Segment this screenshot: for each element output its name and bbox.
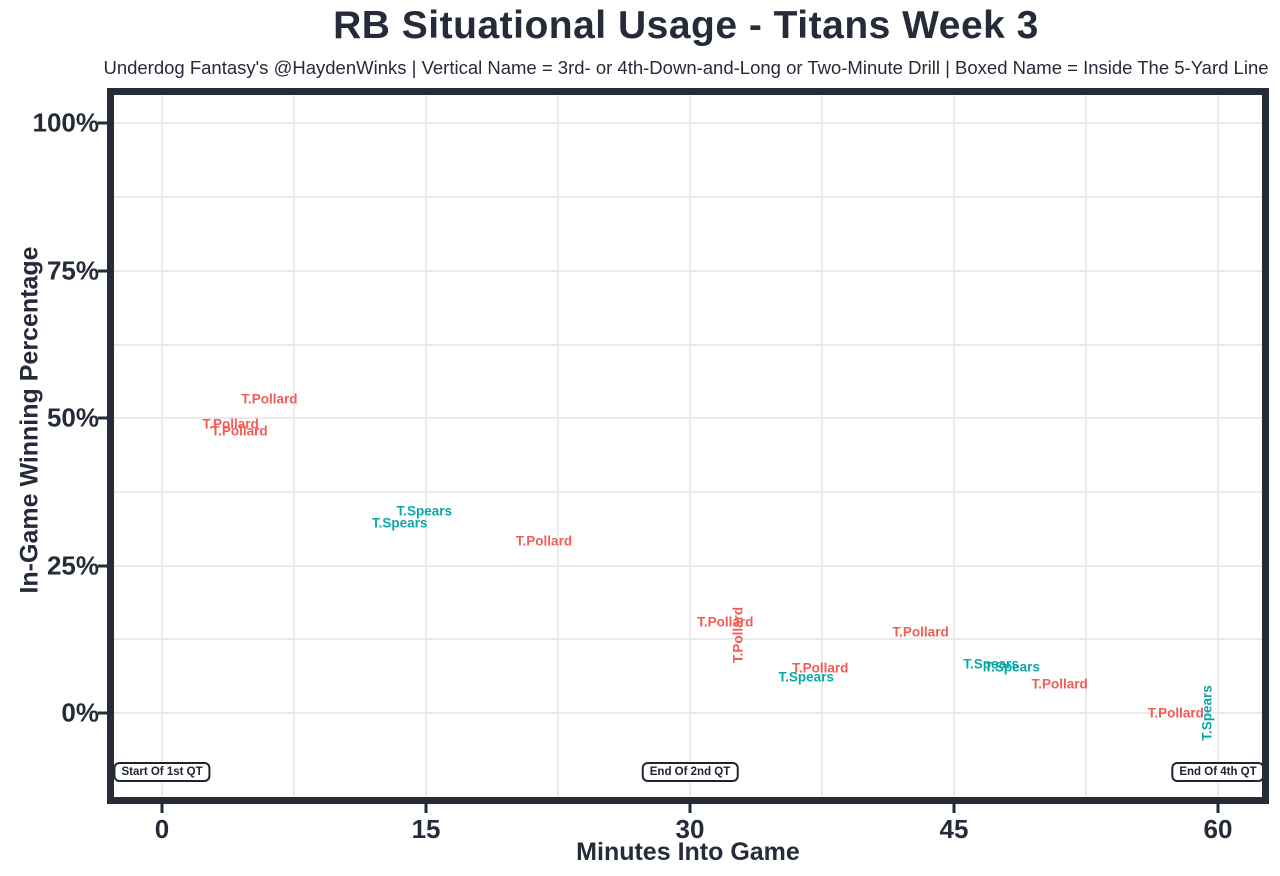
x-minor-gridline bbox=[293, 95, 296, 797]
player-label-t-spears: T.Spears bbox=[778, 669, 834, 685]
player-label-t-spears: T.Spears bbox=[371, 515, 428, 531]
x-tick-label: 45 bbox=[939, 814, 969, 844]
player-label-t-pollard: T.Pollard bbox=[730, 606, 746, 663]
x-axis-title: Minutes Into Game bbox=[576, 838, 800, 866]
x-tick-mark bbox=[424, 804, 428, 813]
x-minor-gridline bbox=[1085, 95, 1087, 797]
quarter-annotation: Start Of 1st QT bbox=[113, 762, 211, 783]
y-major-gridline bbox=[114, 564, 1262, 567]
y-tick-mark bbox=[98, 269, 107, 273]
y-major-gridline bbox=[114, 712, 1262, 715]
y-minor-gridline bbox=[114, 196, 1262, 199]
player-label-t-pollard: T.Pollard bbox=[241, 391, 298, 407]
chart-title: RB Situational Usage - Titans Week 3 bbox=[333, 4, 1039, 47]
y-tick-label: 0% bbox=[61, 697, 99, 728]
x-tick-mark bbox=[688, 804, 692, 813]
y-tick-label: 100% bbox=[32, 107, 100, 138]
y-tick-label: 25% bbox=[46, 550, 99, 581]
y-tick-mark bbox=[98, 121, 107, 125]
x-major-gridline bbox=[689, 95, 692, 797]
x-tick-mark bbox=[1216, 804, 1220, 813]
y-major-gridline bbox=[114, 122, 1262, 125]
y-tick-mark bbox=[98, 711, 107, 715]
y-tick-mark bbox=[98, 416, 107, 420]
player-label-t-pollard: T.Pollard bbox=[515, 533, 573, 549]
player-label-t-pollard: T.Pollard bbox=[892, 624, 949, 640]
player-label-t-pollard: T.Pollard bbox=[211, 423, 268, 439]
x-tick-mark bbox=[160, 804, 164, 813]
y-minor-gridline bbox=[114, 491, 1262, 493]
quarter-annotation: End Of 2nd QT bbox=[641, 762, 739, 783]
player-label-t-pollard: T.Pollard bbox=[202, 416, 259, 432]
x-tick-label: 60 bbox=[1203, 814, 1233, 844]
y-tick-label: 50% bbox=[46, 402, 99, 433]
y-tick-mark bbox=[98, 564, 107, 568]
player-label-t-spears: T.Spears bbox=[1199, 685, 1215, 741]
x-major-gridline bbox=[161, 95, 164, 797]
x-major-gridline bbox=[953, 95, 955, 797]
player-label-t-spears: T.Spears bbox=[396, 503, 453, 519]
x-minor-gridline bbox=[557, 95, 560, 797]
player-label-t-pollard: T.Pollard bbox=[792, 660, 849, 676]
x-tick-label: 15 bbox=[411, 814, 441, 844]
player-label-t-spears: T.Spears bbox=[963, 656, 1019, 672]
x-tick-label: 30 bbox=[675, 814, 705, 844]
y-major-gridline bbox=[114, 417, 1262, 420]
x-tick-mark bbox=[952, 804, 956, 813]
x-major-gridline bbox=[425, 95, 428, 797]
x-minor-gridline bbox=[821, 95, 824, 797]
quarter-annotation: End Of 4th QT bbox=[1171, 762, 1265, 783]
y-axis-title: In-Game Winning Percentage bbox=[15, 246, 44, 594]
x-tick-label: 0 bbox=[154, 814, 170, 844]
player-label-t-pollard: T.Pollard bbox=[697, 614, 754, 630]
x-major-gridline bbox=[1217, 95, 1219, 797]
y-tick-label: 75% bbox=[46, 255, 99, 286]
player-label-t-spears: T.Spears bbox=[984, 659, 1040, 675]
y-minor-gridline bbox=[114, 638, 1262, 641]
y-minor-gridline bbox=[114, 343, 1262, 346]
y-major-gridline bbox=[114, 269, 1262, 272]
plot-area: 0% 25% 50% 75% 100% 0 15 30 45 60 T.Pollard T.Polla… bbox=[33, 95, 1265, 844]
player-label-t-pollard: T.Pollard bbox=[1147, 705, 1204, 721]
chart-subtitle: Underdog Fantasy's @HaydenWinks | Vertic… bbox=[103, 57, 1269, 78]
player-label-t-pollard: T.Pollard bbox=[1031, 676, 1088, 692]
